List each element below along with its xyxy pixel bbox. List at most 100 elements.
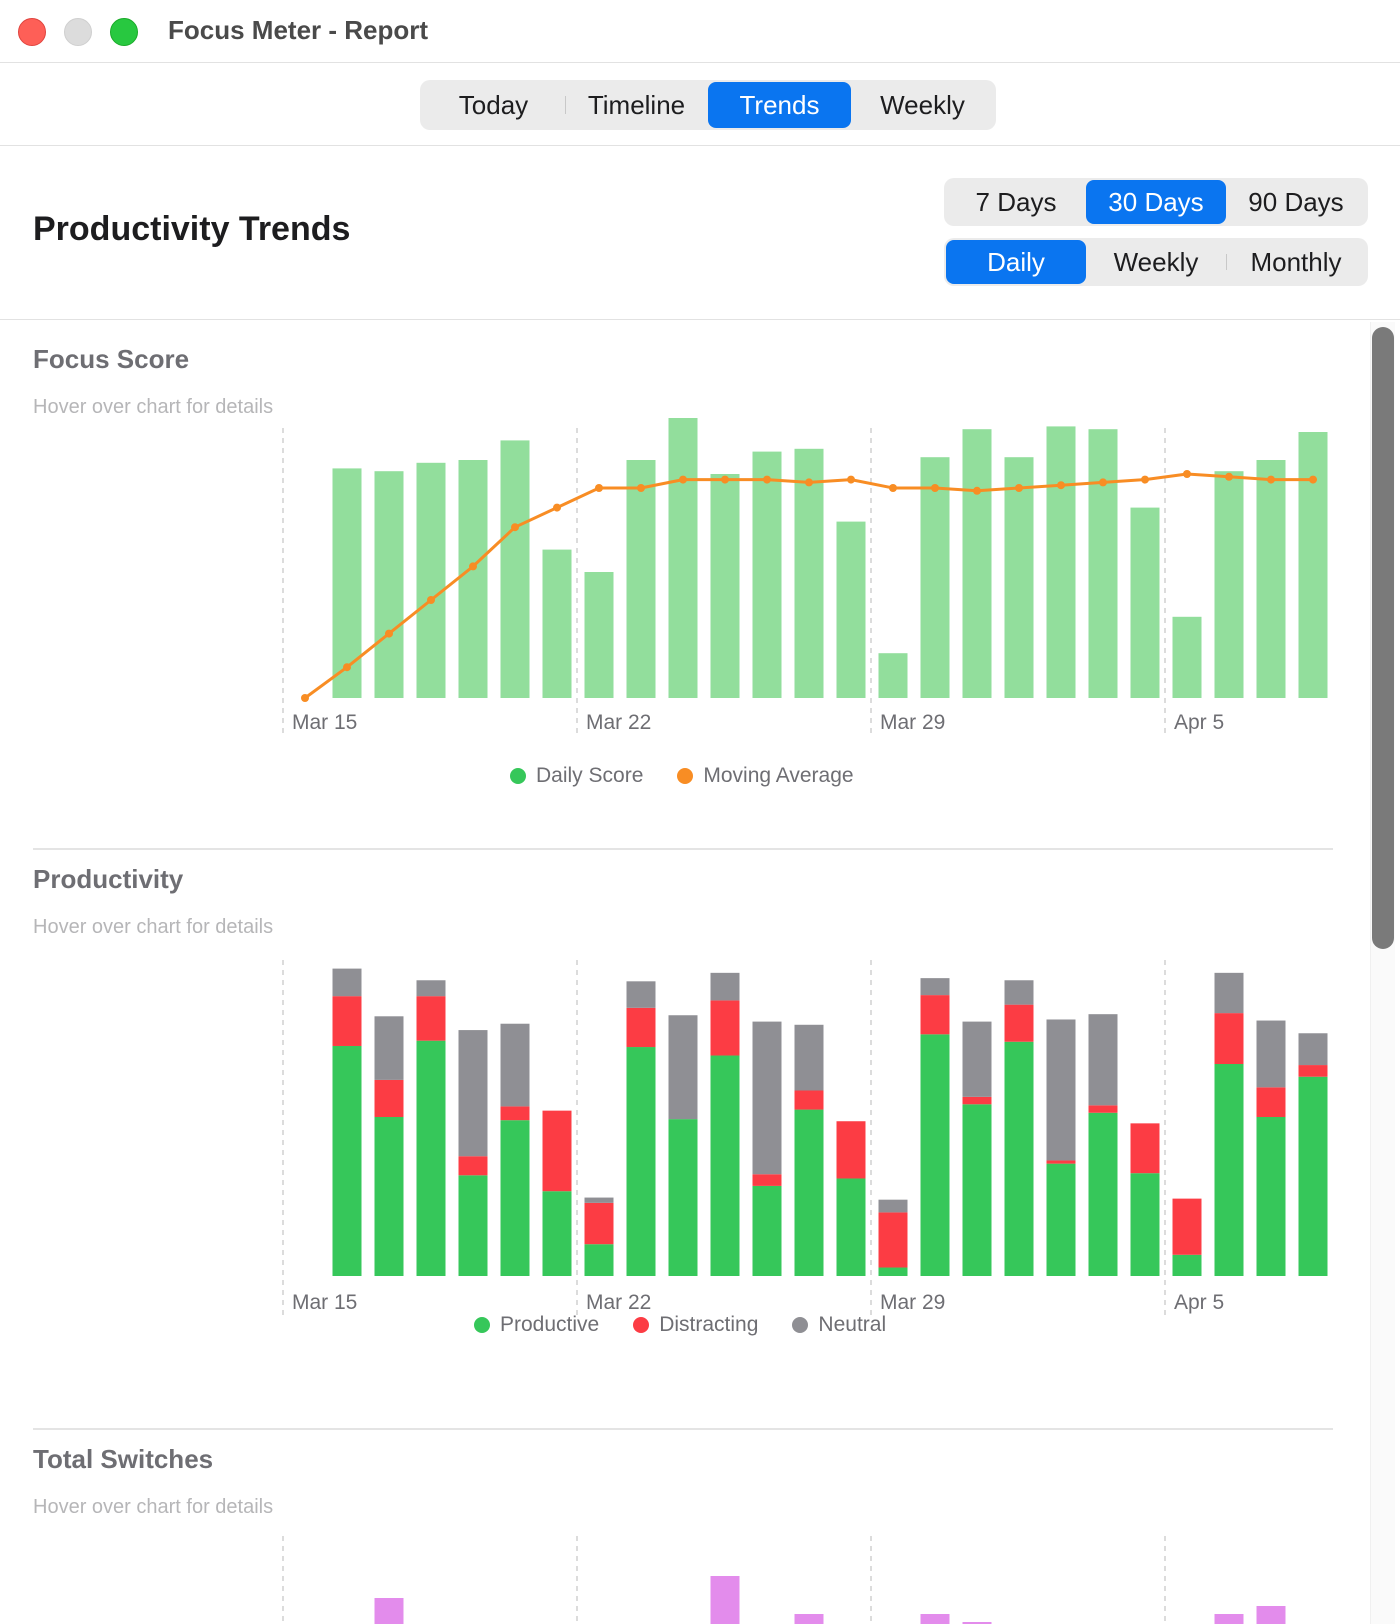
focus-score-legend: Daily Score Moving Average	[510, 764, 854, 788]
productive-segment	[1256, 1117, 1286, 1276]
neutral-segment	[920, 978, 950, 996]
x-tick-label: Apr 5	[1174, 1291, 1224, 1314]
x-tick-label: Mar 15	[292, 711, 357, 734]
neutral-segment	[710, 972, 740, 1001]
distracting-segment	[1088, 1105, 1118, 1113]
productive-segment	[668, 1119, 698, 1276]
switches-bar	[1214, 1614, 1244, 1624]
x-tick-label: Mar 29	[880, 1291, 945, 1314]
moving-average-point	[931, 484, 939, 492]
neutral-segment	[416, 980, 446, 997]
tab-trends[interactable]: Trends	[708, 82, 851, 128]
moving-average-point	[805, 478, 813, 487]
section-divider	[33, 1428, 1333, 1430]
switches-bar	[794, 1614, 824, 1624]
neutral-segment	[962, 1021, 992, 1097]
close-window-button[interactable]	[18, 18, 46, 46]
distracting-segment	[1214, 1013, 1244, 1064]
x-tick-label: Mar 22	[586, 1291, 651, 1314]
neutral-segment	[1046, 1019, 1076, 1161]
focus-score-bar	[752, 451, 782, 698]
focus-score-bar	[416, 462, 446, 698]
moving-average-point	[1057, 481, 1065, 490]
productive-dot-icon	[474, 1317, 490, 1333]
distracting-segment	[920, 995, 950, 1035]
granularity-monthly[interactable]: Monthly	[1226, 240, 1366, 284]
tab-timeline[interactable]: Timeline	[565, 82, 708, 128]
productivity-chart[interactable]: Mar 15 Mar 22 Mar 29 Apr 5	[0, 850, 1370, 1330]
productivity-section: Productivity Hover over chart for detail…	[0, 850, 1370, 1410]
focus-score-bar	[584, 572, 614, 698]
moving-average-point	[343, 663, 351, 672]
moving-average-point	[973, 486, 981, 495]
productive-segment	[1298, 1076, 1328, 1276]
productive-segment	[710, 1055, 740, 1276]
x-tick-label: Apr 5	[1174, 711, 1224, 734]
moving-average-point	[469, 562, 477, 571]
distracting-segment	[458, 1156, 488, 1176]
focus-score-bar	[374, 471, 404, 698]
range-30-days[interactable]: 30 Days	[1086, 180, 1226, 224]
moving-average-point	[595, 484, 603, 492]
distracting-segment	[1172, 1198, 1202, 1255]
distracting-dot-icon	[633, 1317, 650, 1333]
distracting-segment	[332, 996, 362, 1046]
moving-average-point	[511, 523, 519, 532]
minimize-window-button[interactable]	[64, 18, 92, 46]
daily-score-dot-icon	[510, 768, 526, 784]
moving-average-point	[1099, 478, 1107, 487]
total-switches-chart[interactable]	[0, 1430, 1370, 1624]
distracting-segment	[416, 996, 446, 1041]
legend-label: Moving Average	[703, 764, 854, 787]
moving-average-point	[385, 629, 393, 638]
switches-bar	[374, 1598, 404, 1624]
focus-score-bar	[920, 457, 950, 698]
neutral-segment	[500, 1023, 530, 1107]
productive-segment	[1214, 1064, 1244, 1276]
charts-scroll-area[interactable]: Focus Score Hover over chart for details…	[0, 320, 1400, 1624]
focus-score-bar	[1046, 426, 1076, 698]
productive-segment	[500, 1120, 530, 1276]
zoom-window-button[interactable]	[110, 18, 138, 46]
focus-score-section: Focus Score Hover over chart for details…	[0, 320, 1370, 850]
tab-today[interactable]: Today	[458, 89, 529, 120]
focus-score-bar	[794, 448, 824, 698]
distracting-segment	[1256, 1087, 1286, 1117]
section-divider	[33, 848, 1333, 850]
neutral-segment	[1004, 980, 1034, 1005]
range-90-days[interactable]: 90 Days	[1248, 186, 1344, 217]
productive-segment	[542, 1191, 572, 1276]
granularity-weekly[interactable]: Weekly	[1113, 246, 1199, 277]
legend-label: Daily Score	[536, 764, 644, 787]
distracting-segment	[1004, 1004, 1034, 1042]
productive-segment	[752, 1185, 782, 1276]
productive-segment	[1088, 1112, 1118, 1276]
range-7-days[interactable]: 7 Days	[975, 186, 1057, 217]
neutral-segment	[1214, 972, 1244, 1014]
productivity-title: Productivity	[33, 864, 184, 894]
distracting-segment	[374, 1079, 404, 1117]
productive-segment	[920, 1034, 950, 1276]
focus-score-bar	[710, 474, 740, 698]
productive-segment	[458, 1175, 488, 1276]
moving-average-point	[1267, 475, 1275, 484]
scrollbar-thumb[interactable]	[1372, 327, 1394, 949]
focus-score-bar	[542, 549, 572, 698]
granularity-selector: Daily Weekly Monthly	[944, 238, 1368, 286]
distracting-segment	[1046, 1160, 1076, 1164]
productivity-legend: Productive Distracting Neutral	[474, 1313, 886, 1337]
neutral-dot-icon	[792, 1317, 809, 1333]
legend-label: Neutral	[818, 1313, 887, 1336]
tab-weekly[interactable]: Weekly	[880, 89, 965, 120]
focus-score-chart[interactable]: Mar 15 Mar 22 Mar 29 Apr 5	[0, 320, 1370, 780]
focus-score-bar	[1298, 432, 1328, 698]
productive-segment	[584, 1244, 614, 1276]
legend-label: Productive	[500, 1313, 600, 1336]
moving-average-point	[1183, 470, 1191, 478]
title-bar: Focus Meter - Report	[0, 0, 1400, 63]
neutral-segment	[1088, 1014, 1118, 1106]
distracting-segment	[500, 1106, 530, 1121]
switches-bar	[1256, 1606, 1286, 1624]
granularity-daily[interactable]: Daily	[946, 240, 1086, 284]
focus-score-bar	[1256, 460, 1286, 698]
